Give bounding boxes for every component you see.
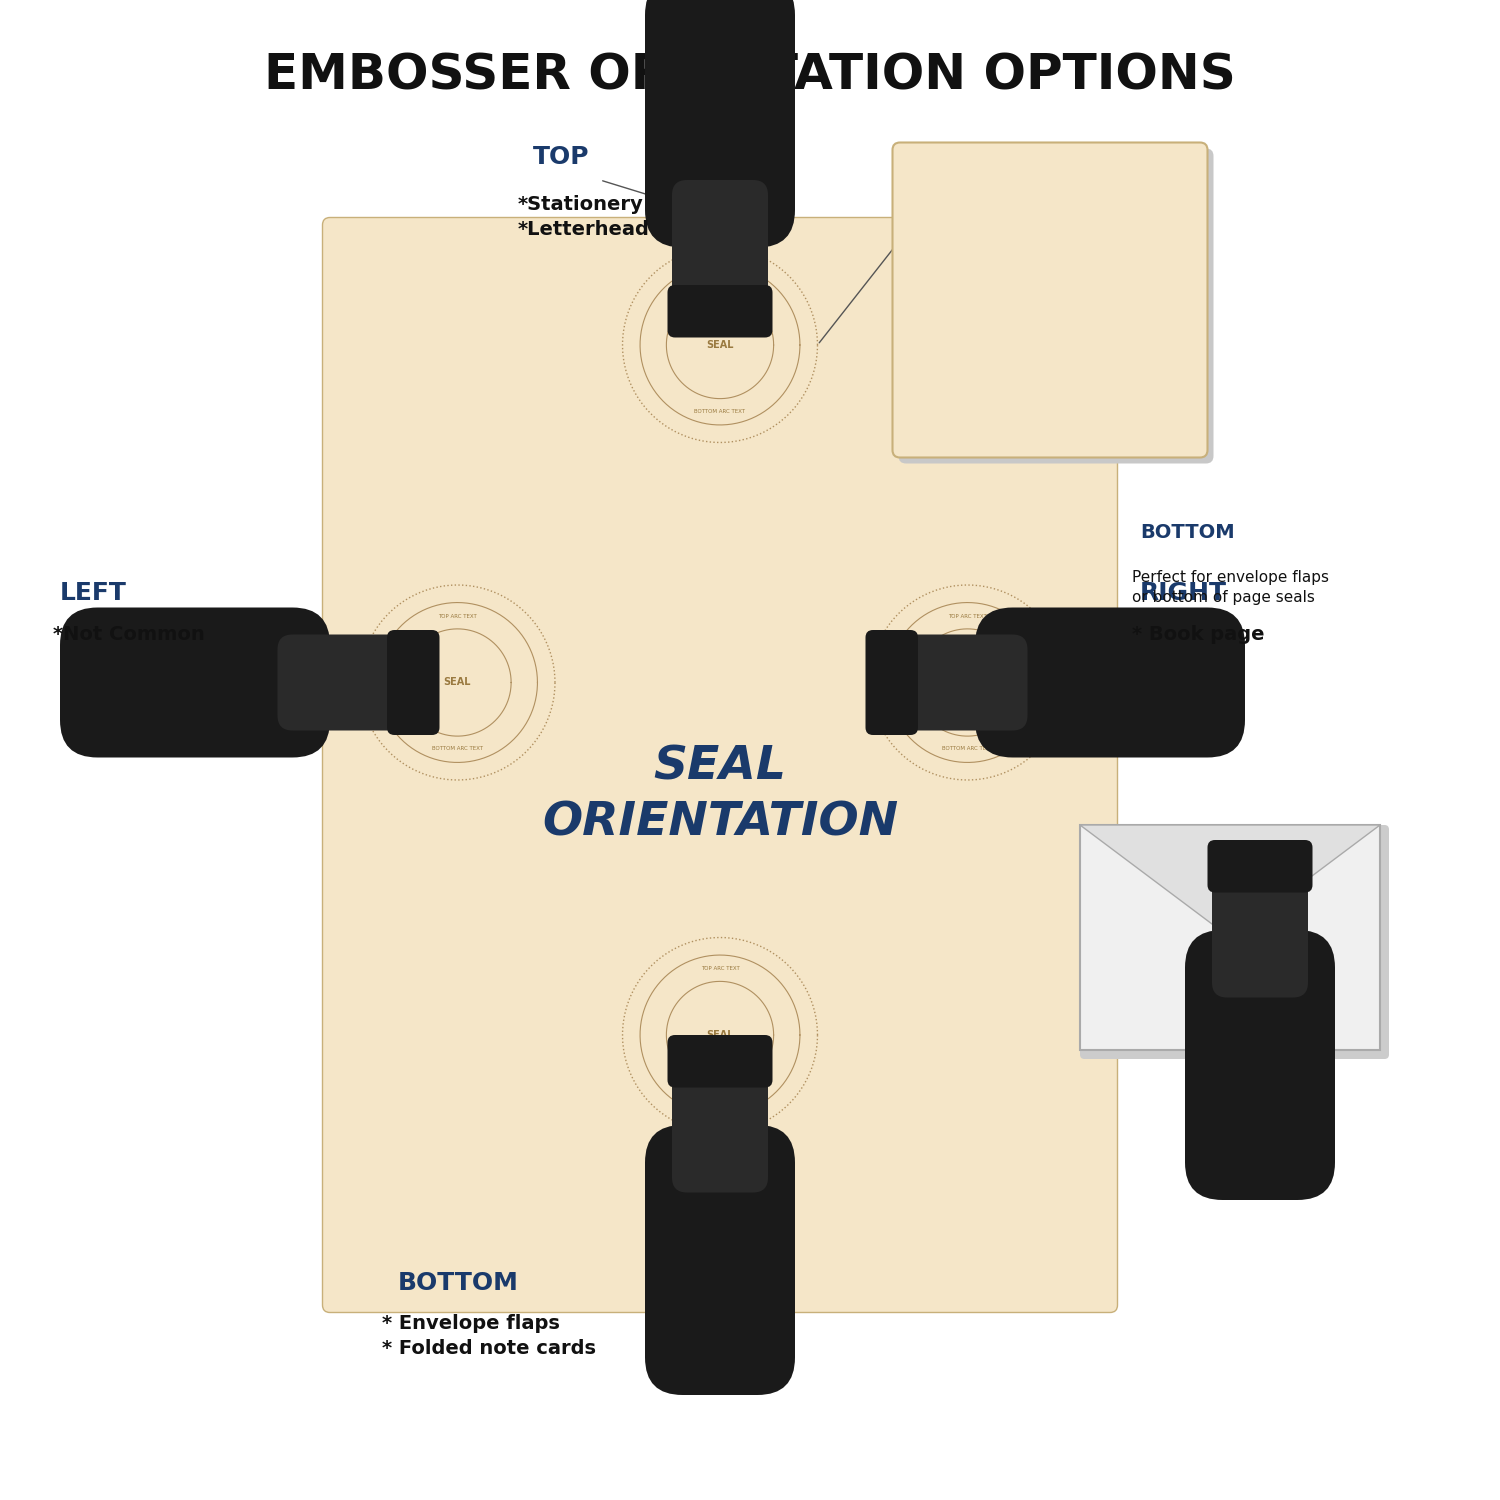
- Text: TOP ARC TEXT: TOP ARC TEXT: [700, 966, 740, 970]
- FancyBboxPatch shape: [668, 285, 772, 338]
- FancyBboxPatch shape: [1185, 930, 1335, 1200]
- Text: BOTTOM ARC TEXT: BOTTOM ARC TEXT: [1234, 915, 1286, 920]
- Text: BOTTOM ARC TEXT: BOTTOM ARC TEXT: [942, 747, 993, 752]
- FancyBboxPatch shape: [672, 1058, 768, 1192]
- FancyBboxPatch shape: [645, 0, 795, 248]
- FancyBboxPatch shape: [1080, 825, 1389, 1059]
- Text: TOP ARC TEXT: TOP ARC TEXT: [1030, 211, 1069, 216]
- Polygon shape: [1080, 825, 1380, 938]
- Text: BOTTOM ARC TEXT: BOTTOM ARC TEXT: [694, 1100, 746, 1104]
- Text: TOP ARC TEXT: TOP ARC TEXT: [438, 614, 477, 618]
- FancyBboxPatch shape: [1080, 825, 1380, 1050]
- FancyBboxPatch shape: [278, 634, 412, 730]
- FancyBboxPatch shape: [1208, 840, 1312, 892]
- Text: LEFT: LEFT: [60, 580, 128, 604]
- Text: TOP ARC TEXT: TOP ARC TEXT: [948, 614, 987, 618]
- Text: SEAL: SEAL: [954, 678, 981, 687]
- FancyBboxPatch shape: [892, 142, 1208, 458]
- FancyBboxPatch shape: [865, 630, 918, 735]
- Text: SEAL: SEAL: [444, 678, 471, 687]
- Text: RIGHT: RIGHT: [1140, 580, 1227, 604]
- Text: BOTTOM: BOTTOM: [398, 1270, 519, 1294]
- Text: BOTTOM: BOTTOM: [1140, 524, 1234, 542]
- Text: SEAL: SEAL: [1246, 876, 1274, 886]
- FancyBboxPatch shape: [898, 148, 1214, 464]
- Text: BOTTOM ARC TEXT: BOTTOM ARC TEXT: [1024, 384, 1075, 388]
- Text: *Stationery
*Letterhead: *Stationery *Letterhead: [518, 195, 650, 238]
- Text: BOTTOM ARC TEXT: BOTTOM ARC TEXT: [694, 410, 746, 414]
- Text: SEAL
ORIENTATION: SEAL ORIENTATION: [542, 746, 898, 846]
- Text: SEAL: SEAL: [1036, 296, 1064, 304]
- Text: EMBOSSER ORIENTATION OPTIONS: EMBOSSER ORIENTATION OPTIONS: [264, 51, 1236, 99]
- Text: BOTTOM ARC TEXT: BOTTOM ARC TEXT: [432, 747, 483, 752]
- Text: *Not Common: *Not Common: [53, 626, 204, 645]
- Text: TOP: TOP: [532, 146, 590, 170]
- FancyBboxPatch shape: [387, 630, 439, 735]
- Text: * Book page: * Book page: [1132, 626, 1264, 645]
- FancyBboxPatch shape: [322, 217, 1118, 1312]
- Text: TOP ARC TEXT: TOP ARC TEXT: [700, 276, 740, 280]
- FancyBboxPatch shape: [645, 1125, 795, 1395]
- FancyBboxPatch shape: [1212, 862, 1308, 998]
- FancyBboxPatch shape: [668, 1035, 772, 1088]
- Text: SEAL: SEAL: [706, 340, 734, 350]
- Text: SEAL: SEAL: [706, 1030, 734, 1039]
- FancyBboxPatch shape: [892, 634, 1028, 730]
- FancyBboxPatch shape: [672, 180, 768, 315]
- FancyBboxPatch shape: [975, 608, 1245, 758]
- Text: Perfect for envelope flaps
or bottom of page seals: Perfect for envelope flaps or bottom of …: [1132, 570, 1329, 604]
- Text: TOP ARC TEXT: TOP ARC TEXT: [1240, 843, 1280, 848]
- FancyBboxPatch shape: [60, 608, 330, 758]
- Text: * Envelope flaps
* Folded note cards: * Envelope flaps * Folded note cards: [382, 1314, 597, 1358]
